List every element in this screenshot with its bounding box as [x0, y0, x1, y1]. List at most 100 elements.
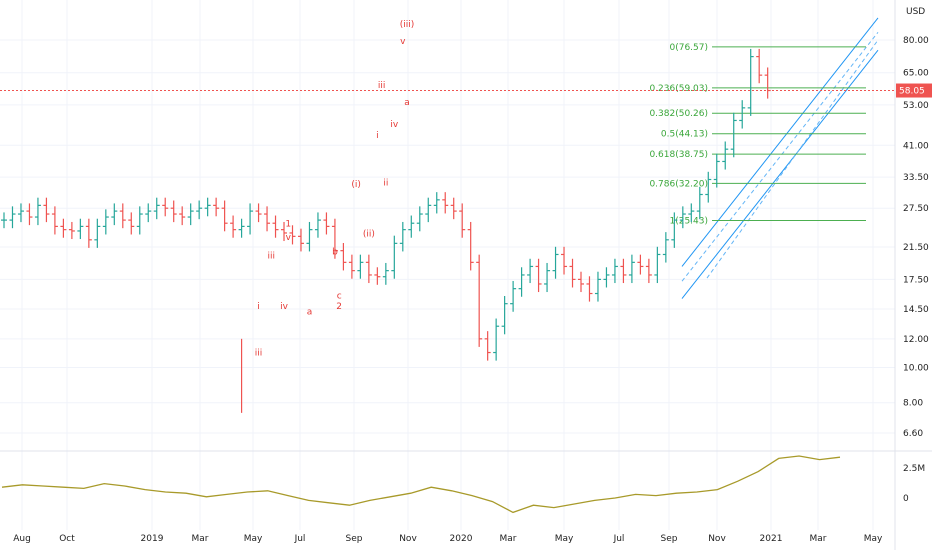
fib-level-label: 0.236(59.03): [649, 84, 708, 94]
ohlc-bar: [43, 197, 50, 223]
ohlc-bar: [620, 258, 627, 284]
ohlc-bar: [671, 212, 678, 248]
ohlc-bar: [247, 203, 254, 235]
time-tick-label: Jul: [613, 534, 625, 544]
time-tick-label: 2020: [450, 534, 473, 544]
ohlc-bar: [722, 141, 729, 170]
ohlc-bar: [408, 215, 415, 238]
ohlc-bar: [179, 206, 186, 226]
time-tick-label: Oct: [59, 534, 75, 544]
ohlc-bar: [391, 235, 398, 279]
ohlc-bar: [510, 280, 517, 312]
ohlc-bar: [739, 100, 746, 129]
ohlc-bar: [187, 203, 194, 226]
ohlc-bar: [544, 262, 551, 293]
ohlc-bar: [501, 295, 508, 335]
ohlc-bar: [51, 206, 58, 235]
ohlc-bar: [9, 206, 16, 229]
ohlc-bar: [713, 153, 720, 188]
ohlc-bar: [230, 215, 237, 238]
ohlc-bar: [145, 203, 152, 223]
ohlc-bar: [688, 203, 695, 223]
time-tick-label: May: [864, 534, 883, 544]
time-tick-label: Mar: [192, 534, 209, 544]
channel-upper: [681, 17, 879, 267]
ohlc-bar: [459, 203, 466, 238]
ohlc-bar: [450, 197, 457, 220]
ohlc-bar: [264, 206, 271, 232]
ohlc-bar: [196, 200, 203, 220]
ohlc-bar: [357, 254, 364, 279]
time-tick-label: May: [555, 534, 574, 544]
last-price-label: 58.05: [899, 87, 925, 97]
ohlc-bar: [170, 200, 177, 223]
wave-label: v: [286, 233, 292, 243]
ohlc-bar: [281, 221, 288, 242]
ohlc-bar: [535, 258, 542, 293]
ohlc-bar: [594, 271, 601, 302]
ohlc-bar: [552, 246, 559, 279]
ohlc-bar: [94, 218, 101, 248]
ohlc-bar: [603, 267, 610, 288]
ohlc-bar: [654, 246, 661, 284]
ohlc-bar: [569, 258, 576, 288]
wave-label: (iii): [400, 20, 415, 30]
ohlc-bar: [382, 262, 389, 285]
ohlc-bar: [374, 267, 381, 285]
wave-label: c: [337, 292, 342, 302]
ohlc-bar: [119, 203, 126, 229]
ohlc-bar: [289, 225, 296, 245]
wave-label: iii: [268, 251, 276, 261]
ohlc-bar: [136, 206, 143, 235]
ohlc-bar: [255, 203, 262, 223]
ohlc-bar: [306, 221, 313, 252]
ohlc-bar: [730, 112, 737, 158]
fib-level-label: 1(25.43): [669, 217, 708, 227]
volume-indicator: [1, 455, 841, 514]
ohlc-bar: [679, 206, 686, 229]
fib-level-label: 0.618(38.75): [649, 150, 708, 160]
wave-label: iv: [390, 120, 399, 130]
ohlc-bar: [467, 221, 474, 271]
ohlc-bar: [416, 206, 423, 232]
wave-label: iii: [378, 81, 386, 91]
ohlc-bar: [238, 218, 245, 238]
ohlc-bar: [34, 197, 41, 226]
ohlc-bar: [272, 215, 279, 238]
last-price-marker: 58.05: [0, 83, 932, 98]
time-tick-label: Nov: [708, 534, 726, 544]
ohlc-bar: [586, 276, 593, 302]
price-bars: [1, 48, 771, 413]
fib-level-label: 0.382(50.26): [649, 109, 708, 119]
price-tick-label: 10.00: [903, 364, 929, 374]
time-tick-label: May: [244, 534, 263, 544]
ohlc-bar: [365, 254, 372, 284]
time-axis[interactable]: Aug Oct 2019 Mar May Jul Sep Nov 2020 Mar May Jul Se…: [13, 534, 883, 544]
price-tick-label: 12.00: [903, 335, 929, 345]
currency-label: USD: [906, 7, 925, 17]
ohlc-bar: [17, 203, 24, 223]
time-tick-label: Aug: [13, 534, 31, 544]
time-tick-label: 2019: [141, 534, 164, 544]
ohlc-bar: [628, 254, 635, 284]
wave-label: b: [332, 247, 338, 257]
ohlc-bar: [221, 200, 228, 232]
indicator-axis: 2.5M 0: [903, 464, 925, 504]
ohlc-bar: [756, 48, 763, 84]
indicator-tick-label: 0: [903, 494, 909, 504]
ohlc-bar: [128, 212, 135, 235]
ohlc-bar: [340, 242, 347, 271]
trend-channel: [681, 17, 879, 299]
price-tick-label: 6.60: [903, 429, 923, 439]
wave-label: i: [257, 302, 260, 312]
price-axis[interactable]: 80.00 65.00 53.00 41.00 33.50 27.50 21.50 17.50…: [903, 7, 929, 439]
ohlc-bar: [331, 218, 338, 259]
ohlc-bar: [314, 212, 321, 238]
wave-label: a: [307, 308, 313, 318]
wave-label: (i): [351, 180, 361, 190]
ohlc-bar: [153, 197, 160, 220]
wave-label: a: [404, 98, 410, 108]
fib-level-label: 0.786(32.20): [649, 179, 708, 189]
